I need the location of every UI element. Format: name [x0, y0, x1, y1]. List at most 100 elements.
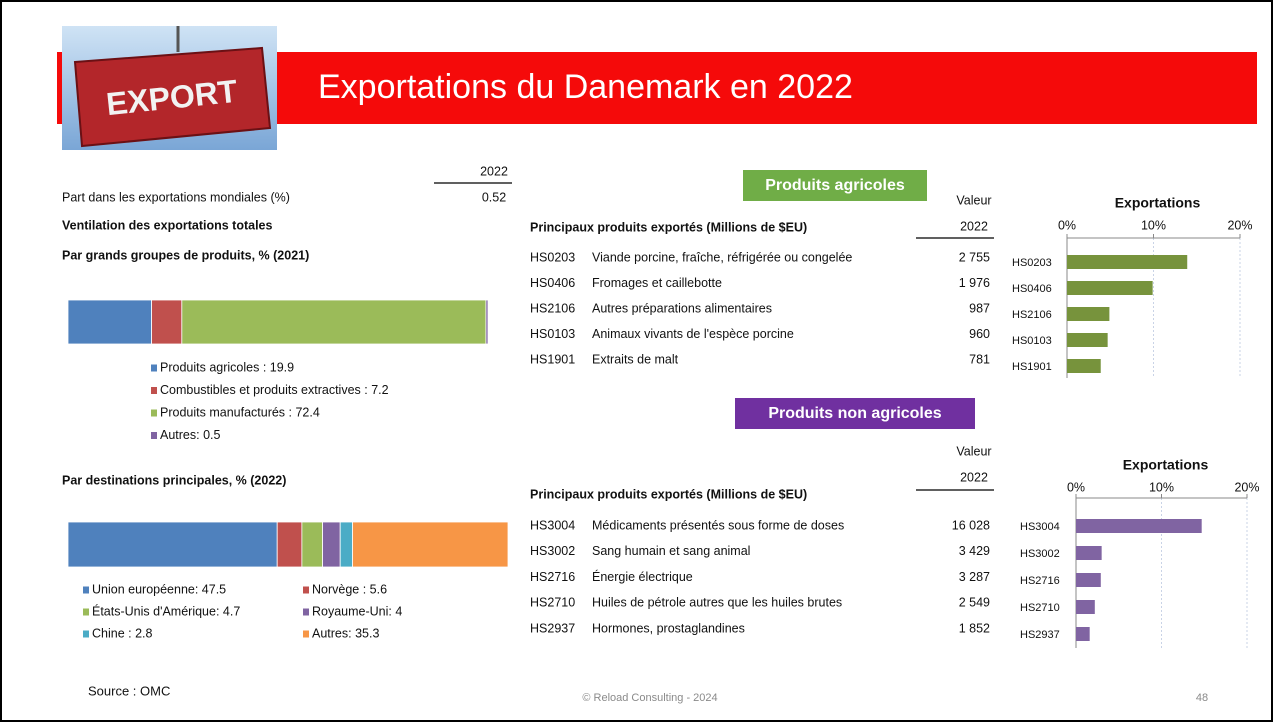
- bar-segment: [339, 521, 353, 568]
- y-tick-label: HS2106: [1012, 309, 1052, 321]
- bar: [1067, 359, 1101, 373]
- chart-title: Exportations: [1123, 457, 1209, 473]
- legend-label: Combustibles et produits extractives : 7…: [160, 383, 389, 397]
- product-name: Huiles de pétrole autres que les huiles …: [592, 596, 842, 610]
- bar: [1067, 307, 1110, 321]
- year-header: 2022: [480, 164, 508, 178]
- bar: [1076, 573, 1101, 587]
- legend-label: Norvège : 5.6: [312, 582, 387, 596]
- product-name: Animaux vivants de l'espèce porcine: [592, 327, 794, 341]
- section-tag: Produits non agricoles: [768, 405, 941, 422]
- y-tick-label: HS3002: [1020, 548, 1060, 560]
- export-image: EXPORT: [62, 26, 277, 150]
- bar-segment: [485, 299, 489, 345]
- container: [73, 46, 272, 148]
- product-value: 1 976: [959, 276, 990, 290]
- product-value: 987: [969, 301, 990, 315]
- x-tick-label: 20%: [1227, 218, 1252, 232]
- bar: [1067, 255, 1188, 269]
- legend-label: Autres: 0.5: [160, 428, 220, 442]
- legend-marker: [151, 432, 157, 439]
- legend-marker: [303, 608, 309, 616]
- chart-title: Par destinations principales, % (2022): [62, 473, 286, 487]
- product-name: Énergie électrique: [592, 569, 693, 584]
- bar-segment: [301, 521, 323, 568]
- product-value: 2 549: [959, 596, 990, 610]
- section-tag-box: [735, 398, 975, 429]
- y-tick-label: HS0406: [1012, 283, 1052, 295]
- value-header: Valeur: [956, 444, 991, 458]
- legend-marker: [83, 630, 89, 638]
- year-header: 2022: [960, 470, 988, 484]
- legend-label: Produits agricoles : 19.9: [160, 360, 294, 374]
- page-number: 48: [1196, 692, 1208, 704]
- table-heading: Principaux produits exportés (Millions d…: [530, 487, 807, 501]
- bar-segment: [322, 521, 341, 568]
- bar-segment: [181, 299, 487, 345]
- legend-marker: [303, 630, 309, 638]
- product-value: 781: [969, 352, 990, 366]
- x-tick-label: 20%: [1234, 480, 1259, 494]
- product-value: 960: [969, 327, 990, 341]
- legend-label: Produits manufacturés : 72.4: [160, 405, 320, 419]
- bar: [1076, 546, 1102, 560]
- product-name: Médicaments présentés sous forme de dose…: [592, 518, 844, 532]
- table-heading: Principaux produits exportés (Millions d…: [530, 220, 807, 234]
- bar-segment: [276, 521, 303, 568]
- product-value: 1 852: [959, 621, 990, 635]
- product-code: HS0103: [530, 327, 575, 341]
- legend-marker: [83, 586, 89, 594]
- bar: [1067, 333, 1108, 347]
- bar: [1076, 600, 1095, 614]
- product-code: HS1901: [530, 352, 575, 366]
- section-heading: Ventilation des exportations totales: [62, 218, 273, 232]
- year-header: 2022: [960, 219, 988, 233]
- product-code: HS2716: [530, 570, 575, 584]
- product-name: Sang humain et sang animal: [592, 544, 750, 558]
- product-code: HS3002: [530, 544, 575, 558]
- x-tick-label: 0%: [1067, 480, 1085, 494]
- legend-label: Royaume-Uni: 4: [312, 604, 402, 618]
- product-name: Extraits de malt: [592, 352, 679, 366]
- legend-label: Union européenne: 47.5: [92, 582, 226, 596]
- share-label: Part dans les exportations mondiales (%): [62, 190, 290, 204]
- bar-segment: [352, 521, 509, 568]
- copyright: © Reload Consulting - 2024: [582, 692, 717, 704]
- x-tick-label: 10%: [1141, 218, 1166, 232]
- legend-label: Autres: 35.3: [312, 626, 379, 640]
- y-tick-label: HS2710: [1020, 602, 1060, 614]
- product-code: HS2937: [530, 621, 575, 635]
- bar: [1076, 627, 1090, 641]
- bar-segment: [67, 299, 152, 345]
- value-header: Valeur: [956, 193, 991, 207]
- y-tick-label: HS0203: [1012, 257, 1052, 269]
- legend-marker: [151, 387, 157, 394]
- product-value: 2 755: [959, 250, 990, 264]
- product-value: 16 028: [952, 518, 990, 532]
- y-tick-label: HS2716: [1020, 575, 1060, 587]
- y-tick-label: HS3004: [1020, 521, 1060, 533]
- product-code: HS3004: [530, 518, 575, 532]
- y-tick-label: HS0103: [1012, 335, 1052, 347]
- product-code: HS2710: [530, 596, 575, 610]
- chart-title: Exportations: [1115, 195, 1201, 211]
- section-tag-box: [743, 170, 927, 201]
- legend-marker: [151, 364, 157, 372]
- slide-title: Exportations du Danemark en 2022: [318, 68, 853, 106]
- product-name: Fromages et caillebotte: [592, 276, 722, 290]
- product-name: Autres préparations alimentaires: [592, 301, 772, 315]
- bar-segment: [67, 521, 278, 568]
- x-tick-label: 0%: [1058, 218, 1076, 232]
- legend-label: États-Unis d'Amérique: 4.7: [92, 603, 240, 618]
- source: Source : OMC: [88, 683, 170, 698]
- legend-label: Chine : 2.8: [92, 626, 153, 640]
- product-value: 3 287: [959, 570, 990, 584]
- product-name: Viande porcine, fraîche, réfrigérée ou c…: [592, 250, 852, 264]
- bar-segment: [151, 299, 183, 345]
- product-code: HS0203: [530, 250, 575, 264]
- product-code: HS2106: [530, 301, 575, 315]
- legend-marker: [151, 409, 157, 417]
- bar: [1067, 281, 1153, 295]
- share-value: 0.52: [482, 190, 506, 204]
